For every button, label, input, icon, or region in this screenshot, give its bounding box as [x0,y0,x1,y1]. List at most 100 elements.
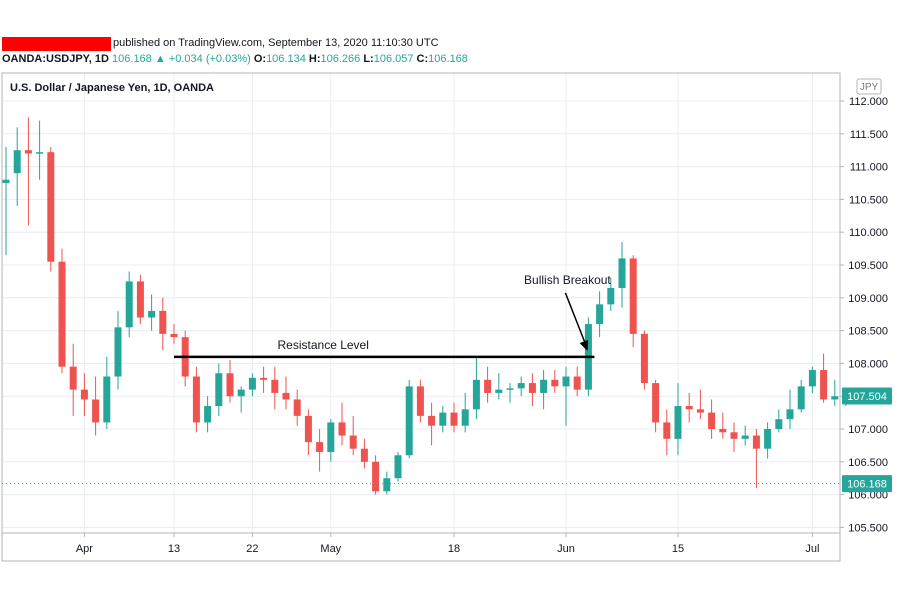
annotations: Resistance Level Bullish Breakout [174,273,611,359]
candle-down [685,392,693,423]
candle-body [562,376,570,387]
candle-up [2,146,10,256]
last-price: 106.168 [112,53,152,65]
candle-body [271,379,279,393]
currency-badge: JPY [856,78,882,95]
candle-down [629,255,637,347]
candle-up [831,379,839,407]
candle-up [764,422,772,459]
candle-down [170,324,178,344]
candle-up [786,389,794,429]
candle-up [674,383,682,456]
candle-body [797,386,805,410]
candle-down [304,409,312,456]
candle-up [13,127,21,206]
candle-up [461,392,469,433]
candle-body [461,409,469,426]
y-tick-label: 112.000 [849,96,888,108]
candle-body [472,379,480,410]
chart-header: published on TradingView.com, September … [0,36,900,66]
candle-up [237,386,245,413]
x-tick-label: 15 [672,543,684,555]
symbol-label: OANDA:USDJPY, 1D [2,53,109,65]
up-arrow-icon: ▲ [154,53,166,65]
candle-down [181,330,189,387]
candle-body [786,409,794,420]
resistance-label: Resistance Level [278,338,369,352]
y-tick-label: 110.500 [849,194,888,206]
y-tick-label: 106.000 [848,490,888,502]
y-tick-label: 110.000 [849,227,888,239]
x-tick-label: Apr [76,543,93,555]
close-value: 106.168 [428,53,468,65]
candle-down [293,389,301,426]
candle-up [618,242,626,308]
candle-down [92,376,100,436]
candle-body [551,379,559,387]
candle-up [148,294,156,331]
candle-down [271,366,279,410]
candle-up [439,406,447,433]
candle-down [528,373,536,407]
y-tick-label: 109.500 [848,260,888,272]
candle-body [506,388,514,390]
candle-up [394,451,402,482]
candle-body [450,412,458,426]
close-label: C: [416,53,429,65]
candle-body [92,399,100,423]
breakout-label: Bullish Breakout [524,273,611,287]
time-axis: Apr 13 22 May 18 Jun 15 Jul [76,533,819,555]
ohlc-legend: OANDA:USDJPY, 1D 106.168 ▲ +0.034 (+0.03… [2,53,468,65]
candle-body [80,389,88,400]
breakout-arrowhead [579,339,589,351]
high-value: 106.266 [320,53,361,65]
candle-up [405,379,413,459]
candle-down [708,399,716,439]
candle-body [114,327,122,377]
candle-body [148,310,156,318]
x-tick-label: 22 [246,543,258,555]
y-tick-label: 106.500 [848,457,888,469]
candle-body [349,435,357,449]
candlestick-chart[interactable]: U.S. Dollar / Japanese Yen, 1D, OANDA JP… [0,72,900,562]
chart-area[interactable]: U.S. Dollar / Japanese Yen, 1D, OANDA JP… [0,72,900,562]
currency-label: JPY [860,82,879,93]
candle-body [316,442,324,452]
candle-body [775,419,783,429]
high-label: H: [308,53,321,65]
y-tick-label: 111.000 [850,162,888,174]
redacted-username [2,37,111,51]
candle-body [629,258,637,334]
candle-down [47,146,55,272]
candle-down [338,402,346,446]
candle-down [159,297,167,351]
candle-body [47,152,55,262]
candle-up [103,356,111,429]
candle-body [360,448,368,462]
candle-body [394,455,402,479]
candle-body [416,386,424,416]
candle-up [36,120,44,180]
candle-up [248,373,256,397]
candle-body [428,415,436,426]
candle-up [808,366,816,393]
candle-down [192,366,200,433]
candle-body [248,377,256,390]
last-candle-price: 107.504 [847,391,887,403]
grid-lines [2,73,840,533]
candle-up [517,376,525,397]
candle-body [517,383,525,389]
price-axis: 112.000 111.500 111.000 110.500 110.000 109.5… [840,96,888,534]
x-tick-label: May [320,543,341,555]
candle-body [752,435,760,449]
breakout-arrow [564,292,589,350]
candle-body [69,366,77,390]
candle-down [24,117,32,226]
candle-down [450,402,458,433]
candle-body [607,287,615,305]
candle-body [338,422,346,436]
candle-body [383,478,391,492]
candle-body [327,422,335,452]
price-change: +0.034 (+0.03%) [168,53,251,65]
open-value: 106.134 [266,53,306,65]
